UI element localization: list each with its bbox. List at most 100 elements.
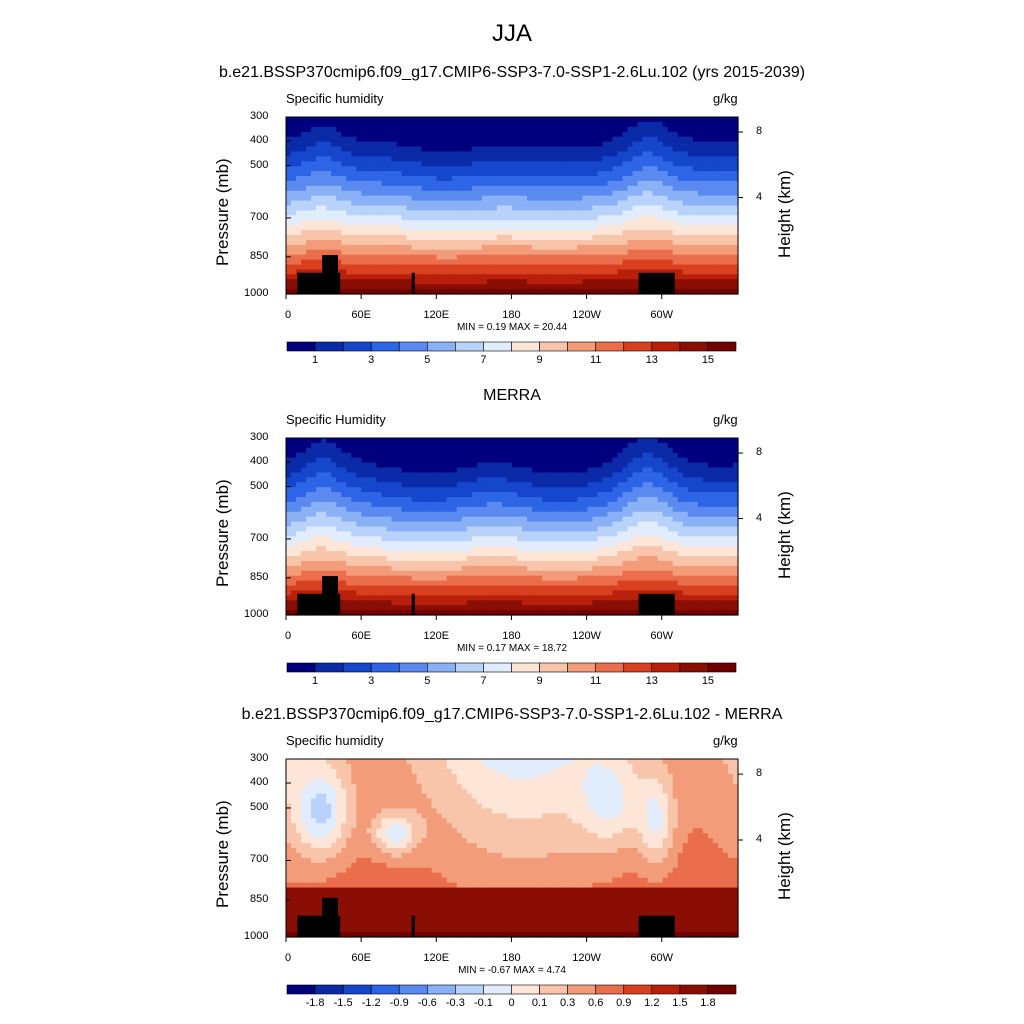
field-cell [371,526,377,533]
field-cell [682,249,689,256]
field-cell [572,200,578,207]
field-cell [547,259,553,266]
field-cell [567,215,573,221]
field-cell [506,185,513,192]
field-cell [672,205,679,212]
field-cell [341,190,347,197]
field-cell [667,176,674,182]
field-cell [687,244,694,251]
field-cell [697,117,704,123]
field-cell [642,180,649,187]
field-cell [466,185,473,192]
field-cell [311,230,317,236]
field-cell [451,117,458,123]
field-cell [512,136,518,143]
field-cell [522,264,528,271]
field-cell [562,254,568,261]
field-cell [436,600,443,606]
field-cell [436,506,443,513]
field-cell [416,230,423,236]
field-cell [637,180,644,187]
field-cell [431,269,438,275]
field-cell [446,131,453,138]
field-cell [371,171,377,177]
field-cell [707,269,714,275]
field-cell [707,136,714,143]
field-cell [637,225,644,231]
field-cell [481,117,488,123]
field-cell [381,117,388,123]
field-cell [717,126,724,133]
field-cell [476,279,483,285]
field-cell [366,141,372,148]
field-cell [486,225,493,231]
field-cell [501,511,508,518]
field-cell [396,249,403,256]
field-cell [386,447,393,454]
field-cell [351,560,357,567]
field-cell [602,156,609,162]
field-cell [547,239,553,246]
field-cell [466,501,473,508]
field-cell [306,190,312,197]
field-cell [381,195,388,202]
field-cell [331,230,337,236]
field-cell [426,121,433,128]
field-cell [316,541,322,547]
field-cell [346,131,352,138]
field-cell [627,156,634,162]
field-cell [406,215,413,221]
field-cell [692,185,699,192]
field-cell [291,472,297,478]
field-cell [431,215,438,221]
field-cell [401,585,408,592]
field-cell [637,131,644,138]
field-cell [311,546,317,552]
field-cell [401,521,408,528]
field-cell [697,166,704,172]
field-cell [552,121,558,128]
field-cell [336,176,342,182]
field-cell [582,176,588,182]
field-cell [617,121,624,128]
field-cell [602,289,609,295]
field-cell [466,230,473,236]
field-cell [321,131,327,138]
field-cell [346,141,352,148]
field-cell [361,156,367,162]
field-cell [722,176,729,182]
field-cell [486,487,493,493]
field-cell [401,289,408,295]
field-cell [296,235,302,241]
field-cell [451,575,458,582]
field-cell [687,230,694,236]
field-cell [501,180,508,187]
field-cell [707,235,714,241]
field-cell [371,516,377,523]
field-cell [642,284,649,290]
field-cell [727,166,734,172]
field-cell [622,136,629,143]
field-cell [466,565,473,572]
field-cell [522,230,528,236]
field-cell [466,117,473,123]
field-cell [376,605,383,611]
field-cell [296,289,302,295]
field-cell [301,131,307,138]
field-cell [506,190,513,197]
field-cell [376,117,383,123]
field-cell [637,244,644,251]
field-cell [476,600,483,606]
field-cell [296,131,302,138]
field-cell [441,210,448,216]
field-cell [481,600,488,606]
field-cell [506,161,513,167]
field-cell [622,200,629,207]
colorbar-label: 11 [589,354,602,366]
field-cell [456,117,463,123]
field-cell [506,254,513,261]
field-cell [326,516,332,523]
field-cell [461,526,468,533]
field-cell [426,467,433,474]
field-cell [476,161,483,167]
